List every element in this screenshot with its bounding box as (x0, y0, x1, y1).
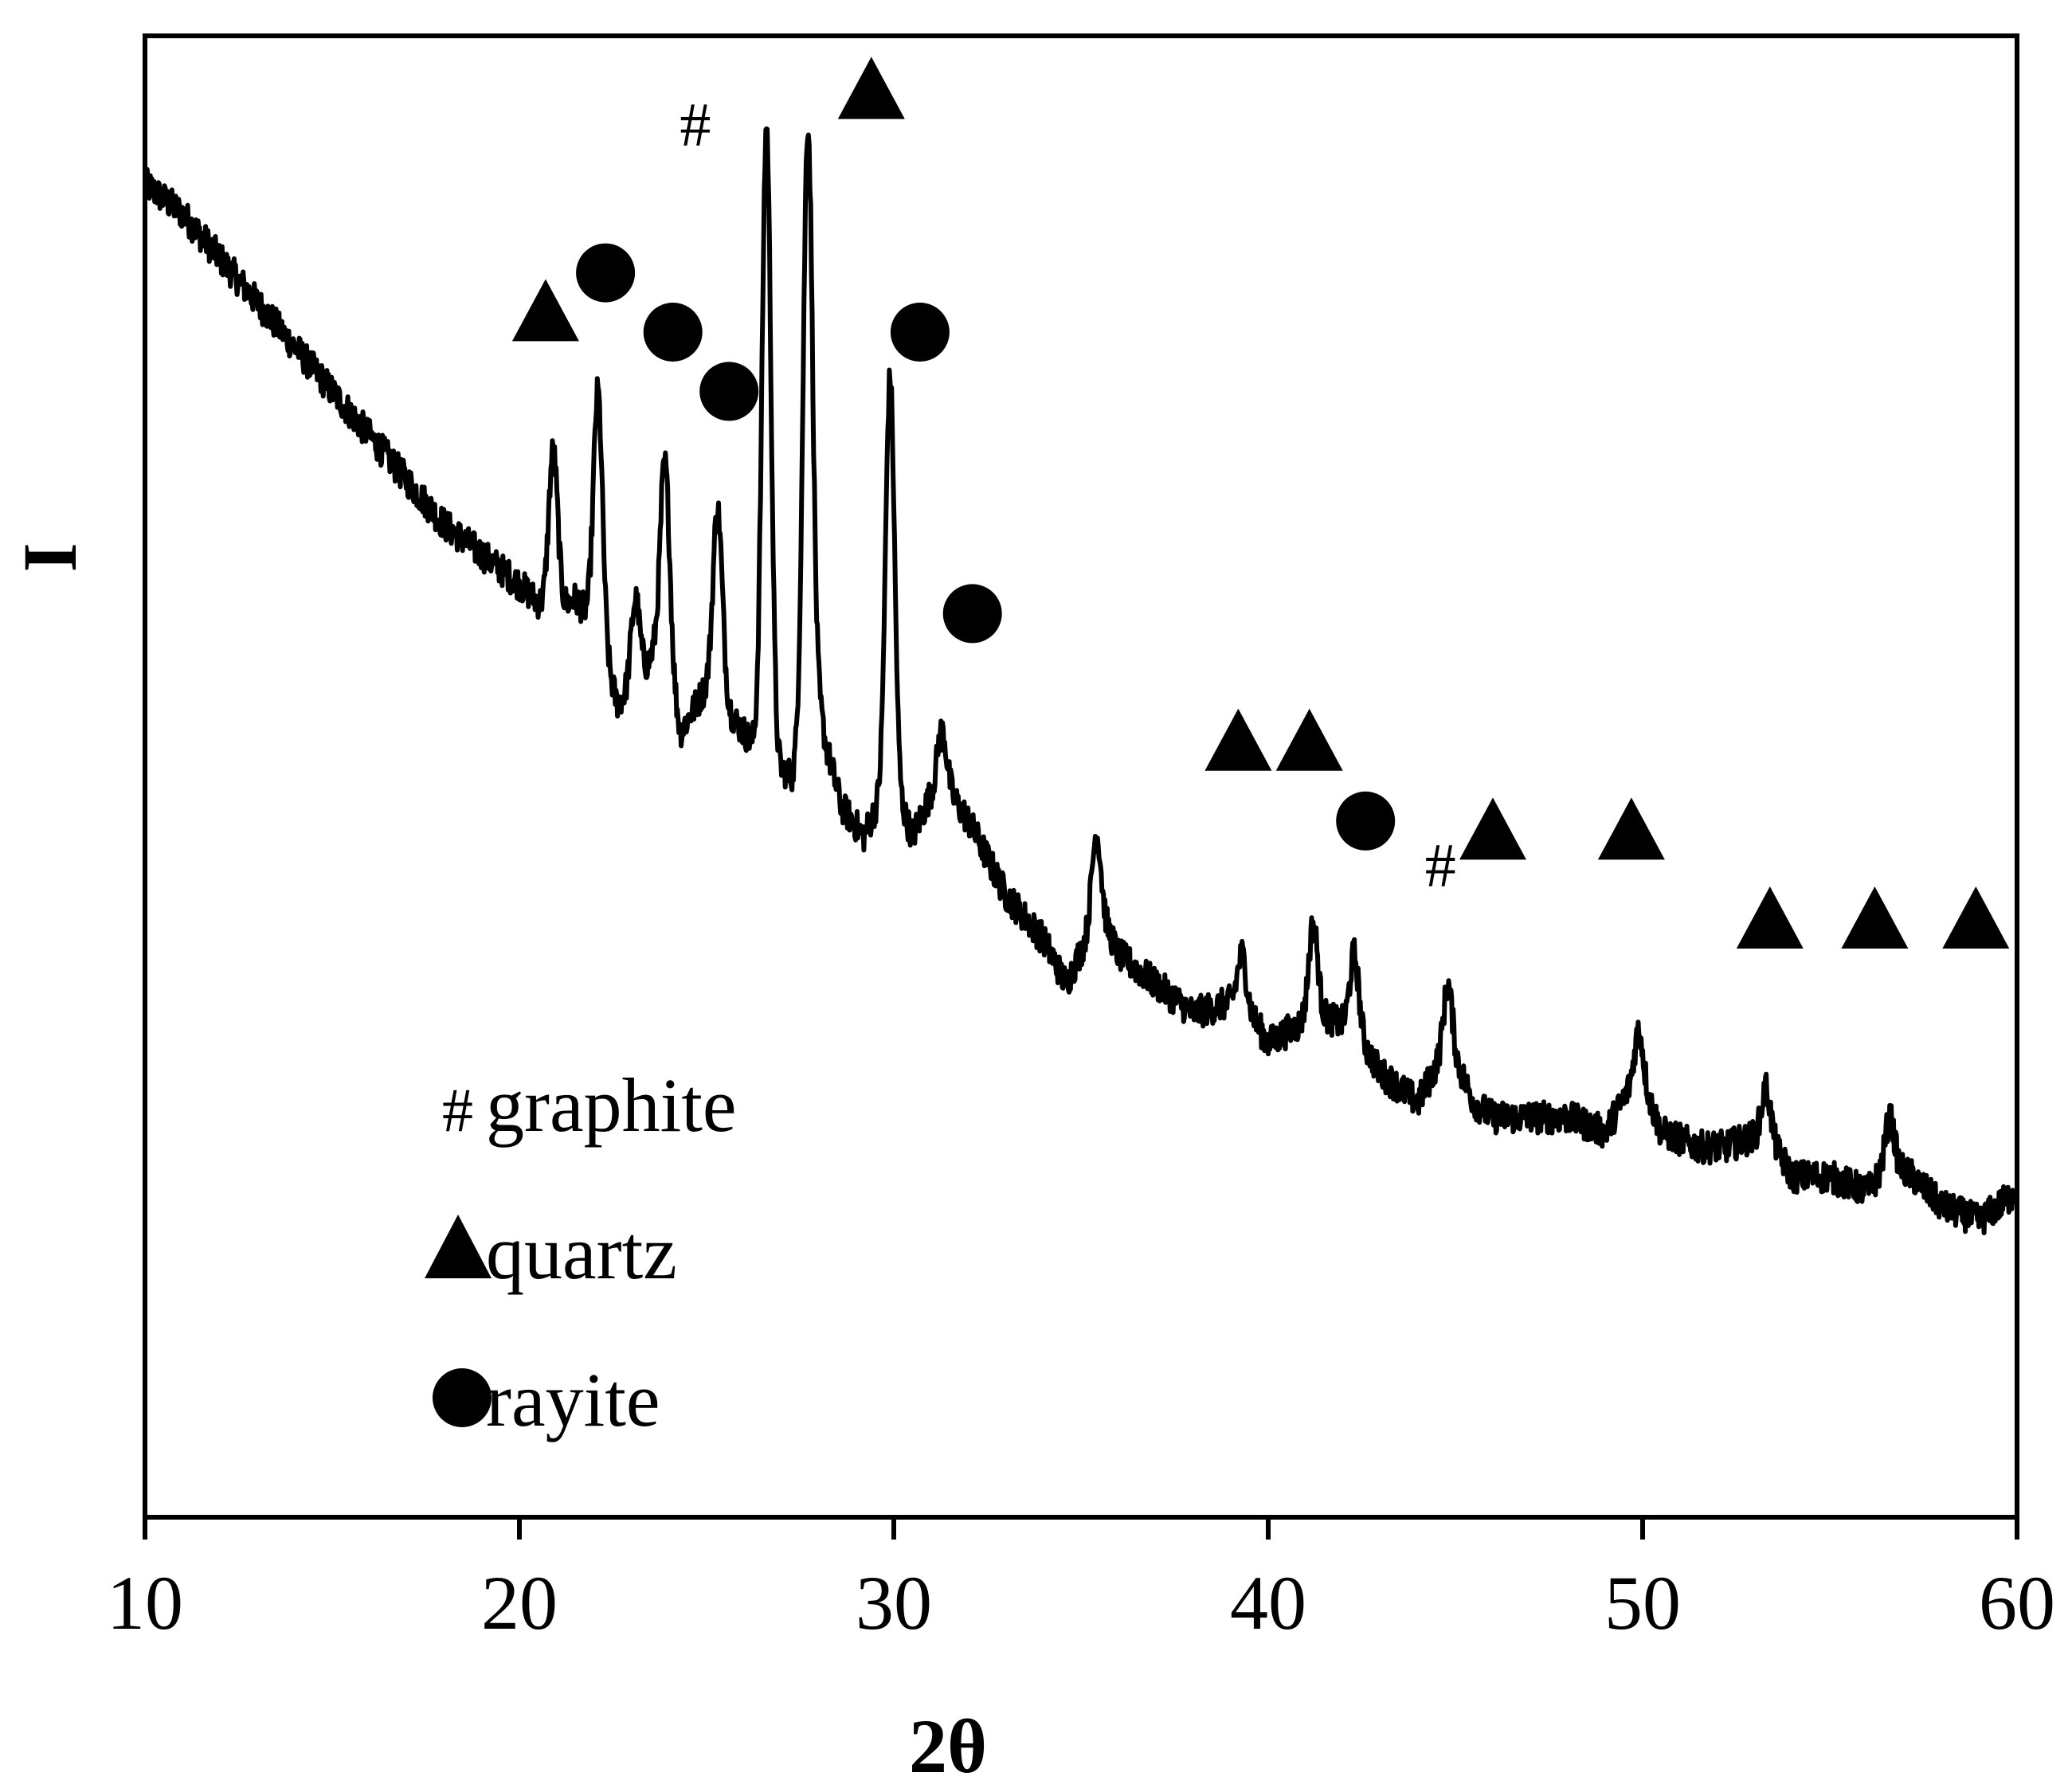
x-tick-label: 60 (1979, 1560, 2055, 1645)
rayite-circle-marker (1336, 791, 1396, 851)
legend-rayite-circle-icon (433, 1368, 492, 1427)
rayite-circle-marker (890, 303, 950, 362)
series-line (143, 126, 2019, 1235)
x-tick-label: 20 (481, 1560, 558, 1645)
rayite-circle-marker (942, 584, 1002, 644)
legend-quartz-label: quartz (486, 1210, 677, 1295)
quartz-triangle-marker (1736, 886, 1804, 949)
y-axis-label: I (7, 542, 92, 572)
quartz-triangle-marker (1275, 708, 1343, 771)
rayite-circle-marker (576, 243, 636, 303)
graphite-hash-marker: # (1425, 831, 1456, 900)
x-axis-ticks: 10 20 30 40 50 60 (107, 1517, 2055, 1645)
quartz-triangle-marker (1597, 797, 1665, 860)
legend-rayite-label: rayite (486, 1357, 660, 1442)
legend-graphite-label: graphite (486, 1062, 737, 1148)
quartz-triangle-marker (1459, 797, 1526, 860)
quartz-triangle-marker (511, 279, 579, 342)
rayite-circle-marker (643, 303, 703, 362)
legend: # graphite quartz rayite (425, 1062, 737, 1442)
legend-quartz-triangle-icon (425, 1215, 492, 1278)
x-tick-label: 30 (856, 1560, 932, 1645)
quartz-triangle-marker (837, 57, 905, 119)
quartz-triangle-marker (1204, 708, 1272, 771)
plot-frame (143, 33, 2019, 1520)
x-tick-label: 50 (1604, 1560, 1681, 1645)
quartz-triangle-marker (1942, 886, 2010, 949)
graphite-hash-marker: # (680, 90, 711, 159)
x-tick-label: 10 (107, 1560, 183, 1645)
rayite-circle-marker (699, 362, 759, 421)
legend-graphite-symbol: # (442, 1075, 473, 1144)
quartz-triangle-marker (1841, 886, 1909, 949)
phase-markers: ## (511, 57, 2010, 949)
x-axis-label: 2θ (909, 1704, 987, 1789)
x-tick-label: 40 (1230, 1560, 1306, 1645)
